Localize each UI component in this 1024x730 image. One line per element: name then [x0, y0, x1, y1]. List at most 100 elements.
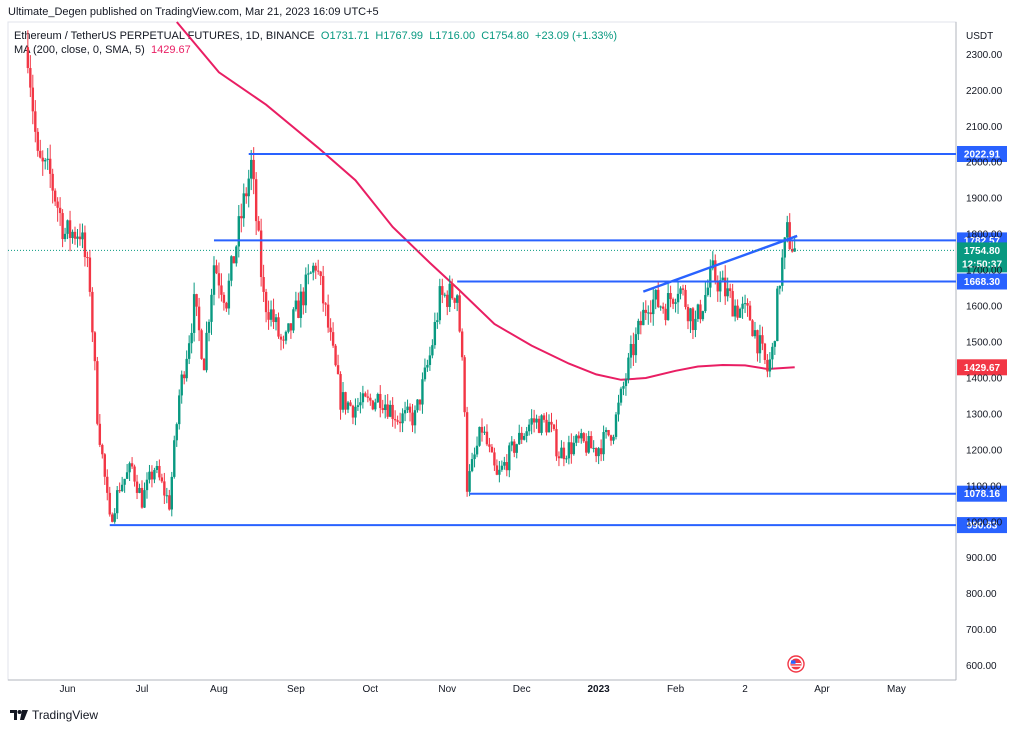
candle-body — [773, 341, 777, 347]
candle-body — [575, 435, 578, 443]
candle-body — [500, 465, 504, 470]
candle-body — [758, 335, 762, 354]
candle-body — [490, 446, 494, 453]
x-tick-label: Dec — [513, 684, 531, 695]
candle-body — [148, 471, 151, 480]
candle-body — [299, 291, 303, 318]
candle-body — [694, 318, 697, 331]
candle-body — [359, 402, 362, 406]
x-tick-label: Apr — [814, 684, 830, 695]
candle-body — [654, 289, 657, 300]
candle-body — [580, 433, 583, 439]
x-tick-label: Aug — [210, 684, 228, 695]
candle-body — [267, 312, 270, 320]
last-price-box — [957, 242, 1007, 273]
candle-body — [240, 216, 243, 219]
candle-body — [36, 131, 39, 151]
candle-body — [185, 358, 188, 379]
candle-body — [307, 273, 310, 275]
candle-body — [602, 432, 605, 455]
candle-body — [771, 346, 774, 360]
last-price-label: 1754.80 — [964, 246, 1001, 257]
event-flag-icon[interactable] — [787, 655, 805, 673]
y-tick-label: 2100.00 — [966, 122, 1003, 133]
candle-body — [560, 447, 563, 459]
candle-body — [406, 406, 409, 411]
candle-body — [761, 335, 764, 344]
candle-body — [498, 469, 501, 475]
candle-body — [118, 490, 121, 492]
low-value: L1716.00 — [429, 30, 476, 42]
price-axis: 600.00 700.00 800.00 900.00 1000.00 1100.00 12… — [966, 50, 1003, 672]
candle-body — [557, 456, 561, 459]
candle-body — [61, 213, 64, 240]
candle-body — [550, 421, 553, 425]
candle-body — [446, 294, 449, 307]
candle-body — [423, 367, 427, 380]
chart-grid — [7, 21, 957, 681]
candle-body — [778, 285, 782, 289]
y-tick-label: 1100.00 — [966, 481, 1002, 492]
y-tick-label: 1700.00 — [966, 266, 1003, 277]
candle-body — [398, 421, 402, 424]
candle-body — [726, 288, 729, 297]
candle-body — [83, 232, 87, 258]
candle-body — [220, 285, 223, 295]
candle-body — [699, 304, 702, 320]
candle-body — [202, 358, 206, 371]
candle-body — [714, 260, 717, 281]
x-tick-label: Nov — [438, 684, 456, 695]
candle-body — [344, 392, 347, 410]
ma-200-line — [176, 21, 795, 381]
y-tick-label: 1200.00 — [966, 445, 1003, 456]
candle-body — [292, 309, 295, 331]
candle-body — [617, 402, 620, 415]
candle-body — [518, 432, 521, 445]
open-value: O1731.71 — [320, 30, 370, 42]
candle-body — [225, 302, 228, 309]
candle-body — [96, 361, 99, 424]
change-value: +23.09 (+1.33%) — [535, 30, 617, 42]
candle-body — [642, 309, 645, 326]
candle-body — [76, 236, 79, 239]
candle-body — [627, 357, 630, 380]
candle-body — [594, 447, 598, 457]
candle-body — [103, 454, 106, 477]
candle-body — [418, 399, 422, 405]
candle-body — [314, 265, 317, 271]
candle-body — [346, 402, 350, 410]
candle-body — [138, 487, 141, 493]
candle-body — [230, 256, 233, 281]
candle-body — [396, 420, 399, 422]
candle-body — [386, 404, 389, 417]
candle-body — [93, 332, 97, 362]
candle-body — [356, 405, 360, 407]
candle-body — [111, 514, 114, 522]
candle-body — [26, 47, 30, 69]
candle-body — [192, 294, 196, 333]
candle-body — [488, 444, 491, 447]
y-tick-label: 800.00 — [966, 589, 997, 600]
y-tick-label: 2000.00 — [966, 158, 1003, 169]
candle-body — [242, 193, 245, 219]
candle-body — [71, 231, 74, 238]
candle-body — [374, 402, 377, 410]
candle-body — [609, 435, 613, 441]
candle-body — [480, 426, 484, 433]
candle-body — [200, 330, 203, 359]
level-price-label-box — [957, 485, 1007, 502]
y-tick-label: 900.00 — [966, 553, 997, 564]
candle-body — [547, 421, 551, 433]
candle-body — [376, 393, 379, 403]
candle-body — [709, 268, 712, 288]
candle-body — [791, 248, 794, 252]
candle-body — [540, 415, 543, 433]
candle-body — [168, 495, 171, 510]
candle-body — [247, 178, 250, 197]
candle-body — [140, 487, 144, 508]
candle-body — [706, 287, 710, 295]
y-tick-label: 700.00 — [966, 625, 997, 636]
candle-body — [108, 492, 111, 515]
candle-body — [565, 458, 568, 460]
